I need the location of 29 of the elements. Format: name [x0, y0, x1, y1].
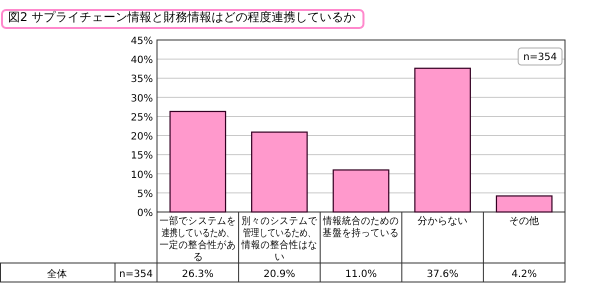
- bar: [496, 195, 553, 213]
- text: n=354: [119, 269, 153, 280]
- bar: [414, 68, 471, 213]
- annotation: n=354: [523, 52, 557, 63]
- bar: [332, 169, 390, 213]
- x-tick-label: 一部でシステムを連携しているため、一定の整合性がある: [160, 214, 236, 263]
- y-tick-label: 25%: [130, 112, 153, 124]
- x-tick-label: 別々のシステムで管理しているため、情報の整合性はない: [240, 216, 318, 263]
- text: 全体: [47, 268, 67, 280]
- x-tick-label: 情報統合のための基盤を持っている: [322, 214, 400, 240]
- data-label: 20.9%: [264, 269, 296, 280]
- y-tick-label: 20%: [130, 132, 153, 143]
- y-tick-label: 15%: [130, 150, 153, 162]
- y-tick-label: 40%: [130, 55, 153, 66]
- data-label: 26.3%: [182, 269, 214, 280]
- bar: [251, 132, 308, 213]
- x-tick-label: その他: [509, 215, 540, 227]
- y-tick-label: 35%: [130, 74, 153, 86]
- y-tick-label: 45%: [130, 36, 153, 47]
- data-label: 11.0%: [345, 269, 377, 280]
- y-tick-label: 30%: [130, 93, 153, 104]
- y-tick-label: 0%: [137, 208, 153, 219]
- data-label: 37.6%: [426, 269, 458, 280]
- data-label: 4.2%: [511, 269, 537, 280]
- bar: [169, 110, 226, 213]
- chart-title: 図2 サプライチェーン情報と財務情報はどの程度連携しているか: [8, 10, 356, 24]
- x-tick-label: 分からない: [418, 215, 468, 227]
- y-tick-label: 5%: [137, 188, 153, 200]
- y-tick-label: 10%: [130, 170, 153, 181]
